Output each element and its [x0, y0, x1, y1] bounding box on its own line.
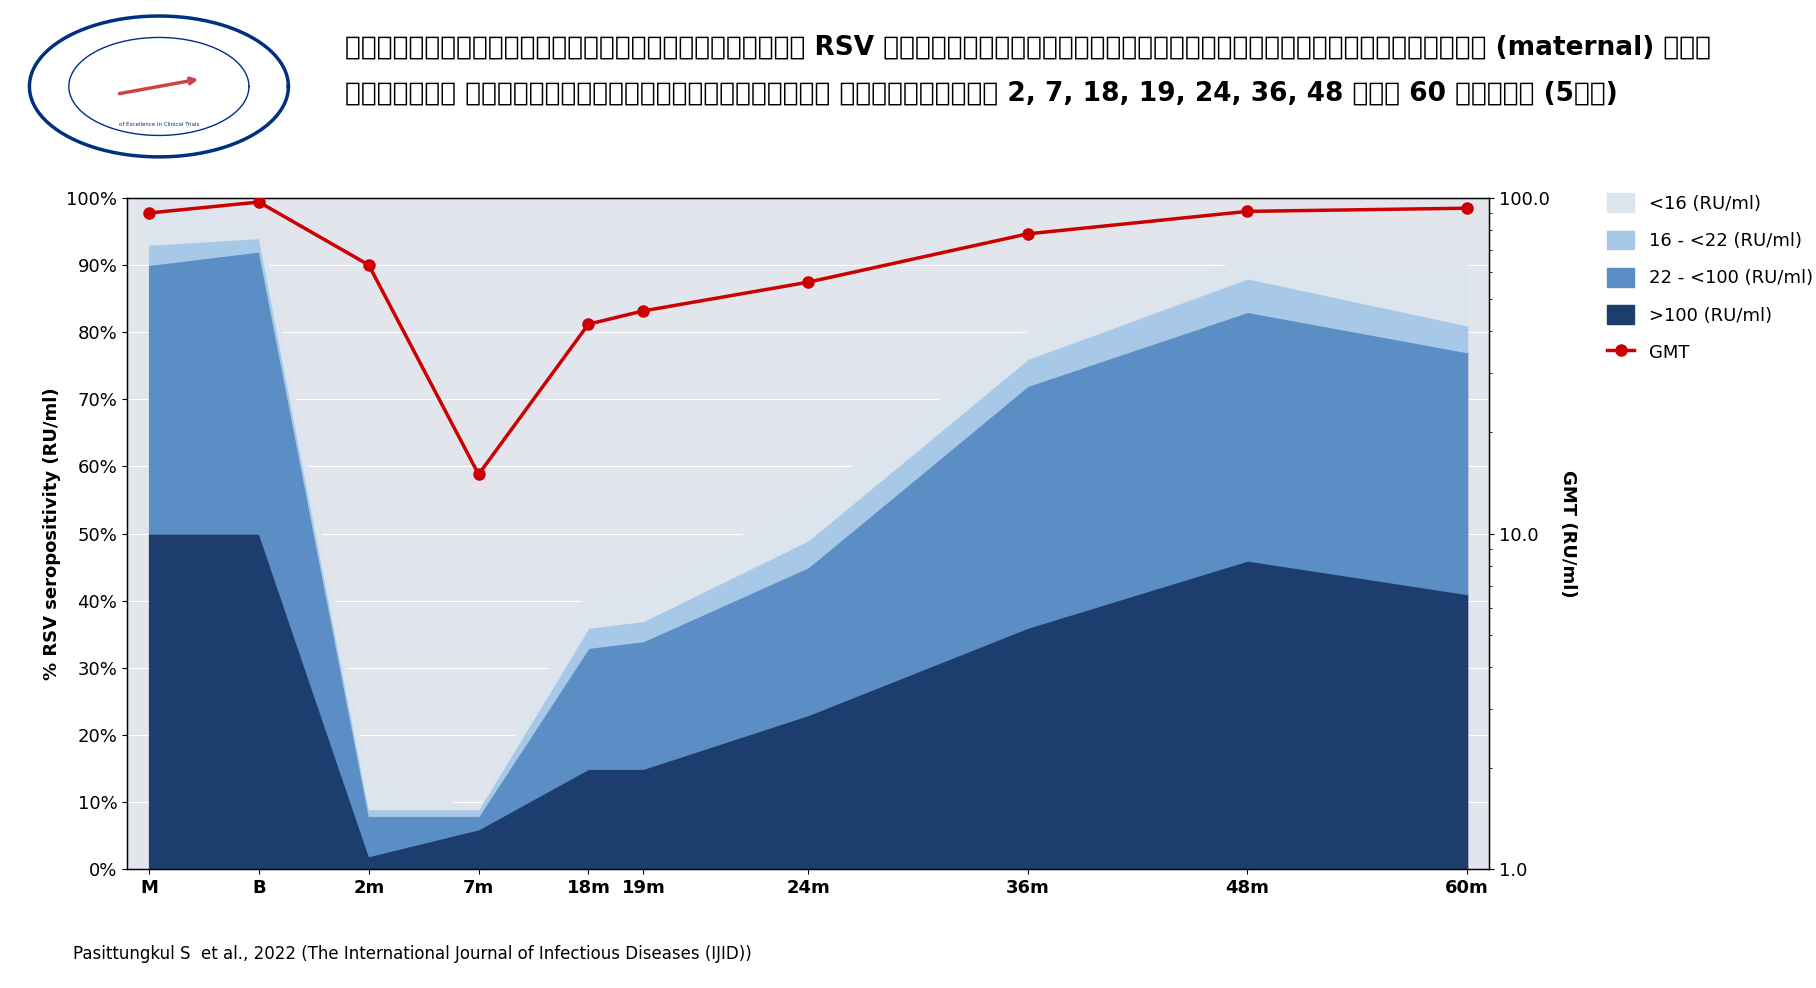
Y-axis label: GMT (RU/ml): GMT (RU/ml)	[1560, 469, 1578, 598]
Y-axis label: % RSV seropositivity (RU/ml): % RSV seropositivity (RU/ml)	[44, 387, 62, 680]
Text: เด็กไทย โดยติดตามตั้งแต่แรกเกิด และที่อายุ 2, 7, 18, 19, 24, 36, 48 และ 60 เดือน: เด็กไทย โดยติดตามตั้งแต่แรกเกิด และที่อา…	[345, 81, 1618, 107]
Text: of Excellence in Clinical Trials: of Excellence in Clinical Trials	[118, 123, 200, 127]
Text: ระดับภูมิต้านทานต่อเชื้อไวรัส RSV ของหญิงตั้งครรภ์ชาวไทยที่เก็บในวันคลอด (matern: ระดับภูมิต้านทานต่อเชื้อไวรัส RSV ของหญิ…	[345, 35, 1711, 60]
Text: Pasittungkul S  et al., 2022 (The International Journal of Infectious Diseases (: Pasittungkul S et al., 2022 (The Interna…	[73, 946, 752, 963]
Legend: <16 (RU/ml), 16 - <22 (RU/ml), 22 - <100 (RU/ml), >100 (RU/ml), GMT: <16 (RU/ml), 16 - <22 (RU/ml), 22 - <100…	[1607, 194, 1812, 363]
